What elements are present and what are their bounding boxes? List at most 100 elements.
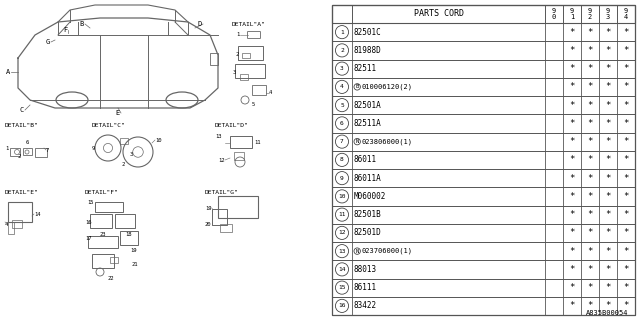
Bar xyxy=(8,202,32,222)
Text: D: D xyxy=(198,21,202,27)
Text: *: * xyxy=(623,137,628,146)
Text: *: * xyxy=(588,82,593,92)
Text: *: * xyxy=(588,192,593,201)
Bar xyxy=(252,85,266,95)
Text: 20: 20 xyxy=(205,222,211,228)
Text: *: * xyxy=(605,210,611,219)
Text: 82511A: 82511A xyxy=(354,119,381,128)
Text: *: * xyxy=(605,228,611,237)
Text: N: N xyxy=(356,139,359,144)
Text: *: * xyxy=(605,192,611,201)
Text: 9
2: 9 2 xyxy=(588,8,592,20)
Bar xyxy=(220,224,232,232)
Text: 15: 15 xyxy=(339,285,346,290)
Bar xyxy=(88,236,118,248)
Text: *: * xyxy=(570,174,575,183)
Text: 9: 9 xyxy=(92,146,95,150)
Text: *: * xyxy=(605,82,611,92)
Bar xyxy=(332,78,635,96)
Text: *: * xyxy=(588,247,593,256)
Text: 17: 17 xyxy=(85,236,92,241)
Text: 5: 5 xyxy=(252,102,255,108)
Text: *: * xyxy=(570,301,575,310)
Text: *: * xyxy=(605,174,611,183)
Text: *: * xyxy=(588,119,593,128)
Text: *: * xyxy=(570,247,575,256)
Text: *: * xyxy=(570,210,575,219)
Text: 4: 4 xyxy=(269,90,272,94)
Text: 12: 12 xyxy=(339,230,346,236)
Text: 10: 10 xyxy=(339,194,346,199)
Bar xyxy=(332,5,635,23)
Bar xyxy=(332,5,635,315)
Text: *: * xyxy=(605,64,611,73)
Bar xyxy=(8,222,14,234)
Bar xyxy=(230,136,252,148)
Text: 15: 15 xyxy=(87,199,93,204)
Text: 9
1: 9 1 xyxy=(570,8,574,20)
Bar xyxy=(12,220,22,228)
Text: 2: 2 xyxy=(340,48,344,53)
Text: *: * xyxy=(623,82,628,92)
Text: 82501C: 82501C xyxy=(354,28,381,36)
Text: DETAIL"C": DETAIL"C" xyxy=(92,123,125,128)
Text: 7: 7 xyxy=(46,148,49,153)
Text: B: B xyxy=(80,21,84,27)
Text: 3: 3 xyxy=(130,153,133,157)
Text: *: * xyxy=(623,46,628,55)
Text: 86011A: 86011A xyxy=(354,174,381,183)
Text: 1: 1 xyxy=(340,30,344,35)
Text: 9
4: 9 4 xyxy=(624,8,628,20)
Bar xyxy=(332,297,635,315)
Text: 14: 14 xyxy=(339,267,346,272)
Text: *: * xyxy=(570,28,575,36)
Bar xyxy=(332,96,635,114)
Text: 9
3: 9 3 xyxy=(606,8,610,20)
Text: *: * xyxy=(623,283,628,292)
Text: A: A xyxy=(6,69,10,75)
Text: 82501B: 82501B xyxy=(354,210,381,219)
Text: *: * xyxy=(623,210,628,219)
Text: *: * xyxy=(623,228,628,237)
Text: *: * xyxy=(570,100,575,110)
Text: F: F xyxy=(63,27,67,33)
Text: *: * xyxy=(605,100,611,110)
Bar xyxy=(332,260,635,278)
Text: C: C xyxy=(20,107,24,113)
Text: 19: 19 xyxy=(130,247,136,252)
Text: B: B xyxy=(356,84,359,89)
Text: M060002: M060002 xyxy=(354,192,387,201)
Bar xyxy=(242,53,250,58)
Text: 4: 4 xyxy=(5,221,8,227)
Text: *: * xyxy=(588,137,593,146)
Text: *: * xyxy=(623,301,628,310)
Text: 1: 1 xyxy=(236,33,239,37)
Bar xyxy=(240,74,248,80)
Text: *: * xyxy=(623,119,628,128)
Text: *: * xyxy=(570,46,575,55)
Text: 12: 12 xyxy=(218,157,225,163)
Text: DETAIL"A": DETAIL"A" xyxy=(232,22,266,27)
Bar xyxy=(10,148,20,156)
Text: G: G xyxy=(46,39,50,45)
Text: 9: 9 xyxy=(340,176,344,180)
Text: PARTS CORD: PARTS CORD xyxy=(413,10,463,19)
Text: *: * xyxy=(623,156,628,164)
Text: *: * xyxy=(588,210,593,219)
Text: *: * xyxy=(623,174,628,183)
Text: 18: 18 xyxy=(125,233,131,237)
Text: *: * xyxy=(623,247,628,256)
Text: *: * xyxy=(588,64,593,73)
Text: 10: 10 xyxy=(155,138,161,142)
Text: N: N xyxy=(356,249,359,254)
Text: *: * xyxy=(570,64,575,73)
Bar xyxy=(332,60,635,78)
Text: E: E xyxy=(116,110,120,116)
Bar xyxy=(332,23,635,41)
Bar xyxy=(35,148,47,157)
Text: *: * xyxy=(623,64,628,73)
Bar xyxy=(332,242,635,260)
Text: 2: 2 xyxy=(122,163,125,167)
Text: *: * xyxy=(588,265,593,274)
Bar xyxy=(210,53,218,65)
